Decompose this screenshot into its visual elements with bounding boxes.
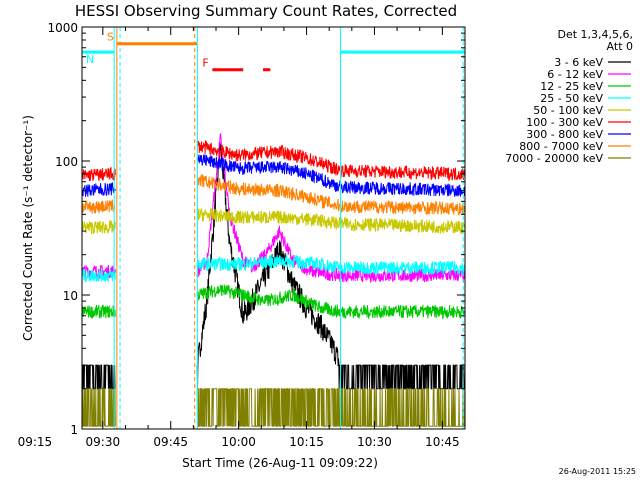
x-tick-label: 10:45: [425, 435, 460, 449]
chart-title: HESSI Observing Summary Count Rates, Cor…: [75, 2, 457, 20]
x-tick-label: 10:00: [221, 435, 256, 449]
series-line: [81, 173, 466, 216]
legend-header: Att 0: [607, 40, 633, 53]
series-line: [81, 140, 466, 182]
y-axis-label: Corrected Count Rate (s⁻¹ detector⁻¹): [21, 115, 35, 341]
plot-area: [81, 133, 466, 427]
y-tick-label: 100: [55, 155, 78, 169]
legend-entry: 3 - 6 keV: [554, 56, 603, 69]
x-axis-label: Start Time (26-Aug-11 09:09:22): [182, 456, 378, 470]
legend-entry: 50 - 100 keV: [533, 104, 603, 117]
series-line: [81, 388, 466, 427]
series-line: [81, 254, 466, 283]
series-line: [81, 206, 466, 235]
series-8: [81, 388, 466, 427]
series-5: [81, 140, 466, 182]
axes: 1 10 100 1000 09:15 09:30 09:45 10:00 10:15 10:30…: [18, 21, 466, 449]
legend-entry: 12 - 25 keV: [540, 80, 603, 93]
series-7: [81, 173, 466, 216]
timestamp: 26-Aug-2011 15:25: [559, 467, 636, 476]
series-2: [81, 284, 466, 320]
series-line: [81, 284, 466, 320]
legend-header: Det 1,3,4,5,6,: [557, 28, 633, 41]
series-4: [81, 206, 466, 235]
x-tick-label: 10:30: [357, 435, 392, 449]
y-tick-label: 1: [70, 423, 78, 437]
x-tick-label: 09:15: [18, 435, 53, 449]
x-tick-label: 10:15: [289, 435, 324, 449]
legend-entry: 100 - 300 keV: [526, 116, 603, 129]
legend-entry: 7000 - 20000 keV: [505, 152, 603, 165]
legend-entry: 300 - 800 keV: [526, 128, 603, 141]
legend-entry: 6 - 12 keV: [547, 68, 603, 81]
legend-entry: 800 - 7000 keV: [519, 140, 603, 153]
legend-entry: 25 - 50 keV: [540, 92, 603, 105]
series-3: [81, 254, 466, 283]
markers: SN F: [82, 27, 465, 429]
y-tick-label: 1000: [47, 21, 78, 35]
annotation-label: S: [107, 31, 114, 44]
x-tick-label: 09:30: [86, 435, 121, 449]
annotation-label: N: [86, 53, 94, 66]
plot-frame: [81, 26, 466, 430]
series-6: [81, 154, 466, 198]
annotation-label: F: [202, 57, 208, 70]
series-line: [81, 154, 466, 198]
x-tick-label: 09:45: [153, 435, 188, 449]
y-tick-label: 10: [63, 289, 78, 303]
